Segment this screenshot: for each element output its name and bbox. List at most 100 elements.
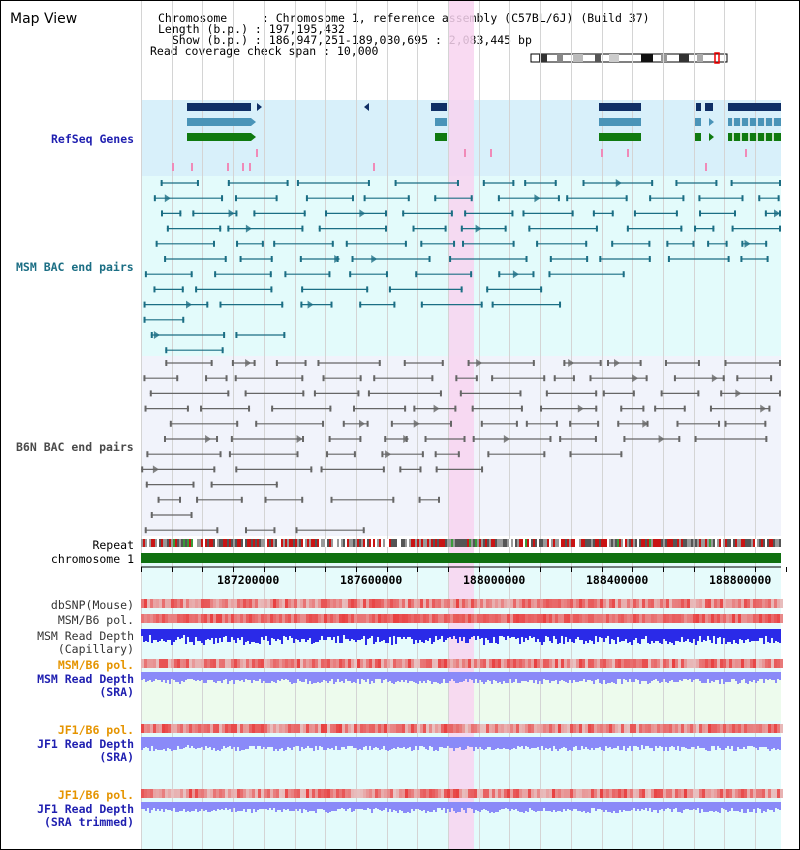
read-depth-bar <box>631 672 633 682</box>
pol-strip-cell <box>714 614 717 623</box>
gene-exon <box>728 118 781 126</box>
pol-strip-cell <box>225 789 228 798</box>
pol-strip-cell <box>414 724 417 733</box>
pol-strip-cell <box>663 659 666 668</box>
pol-strip-cell <box>177 659 180 668</box>
pol-strip-cell <box>498 599 501 608</box>
b6n-bac-end <box>186 405 189 412</box>
pol-strip-cell <box>444 614 447 623</box>
read-depth-bar <box>147 629 149 642</box>
label-refseq-genes[interactable]: RefSeq Genes <box>51 132 135 146</box>
pol-strip-cell <box>348 789 351 798</box>
read-depth-bar <box>269 802 271 808</box>
msm-bac-end <box>571 210 574 217</box>
read-depth-bar <box>559 802 561 811</box>
pol-strip-cell <box>336 659 339 668</box>
msm-bac-end <box>160 180 163 186</box>
read-depth-bar <box>591 802 593 808</box>
b6n-bac-end <box>210 360 213 366</box>
b6n-bac-end <box>764 420 767 427</box>
pol-strip-cell <box>270 614 273 623</box>
pol-strip-cell <box>522 614 525 623</box>
pol-strip-cell <box>714 659 717 668</box>
repeat-segment <box>349 539 351 547</box>
pol-strip-cell <box>642 789 645 798</box>
repeat-segment <box>587 539 589 547</box>
read-depth-bar <box>639 672 641 684</box>
read-depth-bar <box>777 672 779 679</box>
pol-strip-cell <box>387 659 390 668</box>
pol-strip-cell <box>381 724 384 733</box>
selection-highlight[interactable] <box>448 1 474 849</box>
pol-strip-cell <box>363 724 366 733</box>
b6n-bac-end <box>709 405 712 412</box>
read-depth-bar <box>363 672 365 680</box>
read-depth-bar <box>285 737 287 750</box>
read-depth-bar <box>323 802 325 810</box>
read-depth-bar <box>561 737 563 748</box>
chromosome-ideogram[interactable] <box>529 51 729 65</box>
read-depth-bar <box>269 737 271 747</box>
msm-bac-end <box>270 256 273 262</box>
repeat-segment <box>619 539 621 547</box>
read-depth-bar <box>659 737 661 746</box>
read-depth-bar <box>407 802 409 812</box>
read-depth-bar <box>713 737 715 746</box>
msm-bac-end <box>549 256 552 262</box>
pol-strip-cell <box>582 614 585 623</box>
pol-strip-cell <box>204 789 207 798</box>
repeat-segment <box>601 539 603 547</box>
pol-strip-cell <box>456 789 459 798</box>
pol-strip-cell <box>741 614 744 623</box>
pol-strip-cell <box>201 614 204 623</box>
read-depth-bar <box>487 672 489 680</box>
msm-bac-arrow <box>475 224 482 233</box>
b6n-bac-end <box>676 420 679 427</box>
pol-strip-cell <box>417 614 420 623</box>
read-depth-bar <box>223 802 225 810</box>
pol-strip-cell <box>780 614 783 623</box>
pol-strip-cell <box>447 599 450 608</box>
repeat-segment <box>733 539 735 547</box>
pol-strip-cell <box>747 724 750 733</box>
pol-strip-cell <box>759 724 762 733</box>
label-msm-bac[interactable]: MSM BAC end pairs <box>16 260 134 274</box>
read-depth-bar <box>337 737 339 750</box>
pol-strip-cell <box>591 614 594 623</box>
read-depth-bar <box>683 672 685 679</box>
msm-bac-end <box>144 271 147 278</box>
read-depth-bar <box>183 737 185 748</box>
pol-strip-cell <box>453 614 456 623</box>
msm-bac-end <box>261 240 264 247</box>
repeat-segment <box>547 539 549 547</box>
pol-strip-cell <box>159 659 162 668</box>
read-depth-bar <box>441 737 443 747</box>
pol-strip-cell <box>300 789 303 798</box>
b6n-bac-end <box>216 527 219 534</box>
read-depth-bar <box>635 737 637 746</box>
pol-strip-cell <box>354 659 357 668</box>
read-depth-bar <box>607 629 609 636</box>
read-depth-bar <box>327 672 329 683</box>
read-depth-bar <box>643 802 645 810</box>
msm-bac-end <box>667 256 670 262</box>
read-depth-bar <box>599 802 601 809</box>
pol-strip-cell <box>471 724 474 733</box>
b6n-bac-end <box>313 390 316 397</box>
label-b6n-bac[interactable]: B6N BAC end pairs <box>16 440 134 454</box>
pol-strip-cell <box>777 614 780 623</box>
pol-strip-cell <box>414 789 417 798</box>
read-depth-bar <box>353 672 355 682</box>
repeat-segment <box>193 539 195 547</box>
pol-strip-cell <box>699 614 702 623</box>
read-depth-bar <box>593 737 595 750</box>
read-depth-bar <box>377 629 379 637</box>
read-depth-bar <box>233 802 235 808</box>
pol-strip-cell <box>342 789 345 798</box>
read-depth-bar <box>475 802 477 810</box>
pol-strip-cell <box>522 659 525 668</box>
read-depth-bar <box>559 672 561 681</box>
read-depth-bar <box>227 672 229 684</box>
read-depth-bar <box>185 629 187 644</box>
